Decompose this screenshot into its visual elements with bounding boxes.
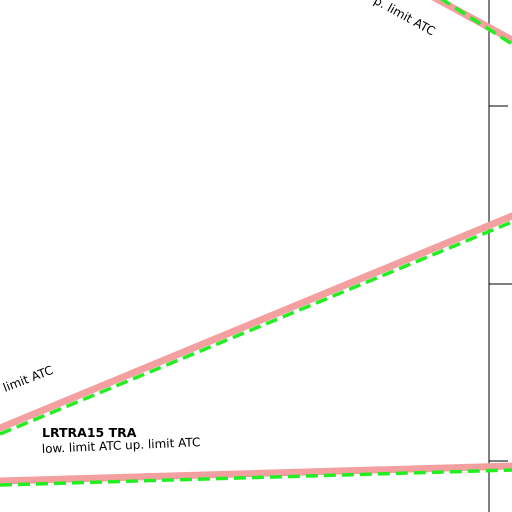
- graticule: [488, 0, 512, 512]
- airspace-name-label: LRTRA15 TRA: [42, 425, 137, 440]
- airspace-limits-label: low. limit ATC up. limit ATC: [42, 435, 201, 456]
- airspace-boundary-middle[interactable]: [0, 212, 512, 436]
- airspace-boundary-bottom[interactable]: [0, 462, 512, 487]
- boundary-inner-dashed-line: [0, 220, 512, 436]
- boundary-label-left: limit ATC: [1, 363, 55, 395]
- boundary-outer-line: [0, 462, 512, 485]
- boundary-inner-dashed-line: [0, 468, 512, 487]
- boundary-outer-line: [0, 212, 512, 432]
- boundary-inner-dashed-line: [439, 0, 512, 46]
- boundary-label-top-right: p. limit ATC: [372, 0, 438, 38]
- airspace-boundary-top[interactable]: [413, 0, 512, 46]
